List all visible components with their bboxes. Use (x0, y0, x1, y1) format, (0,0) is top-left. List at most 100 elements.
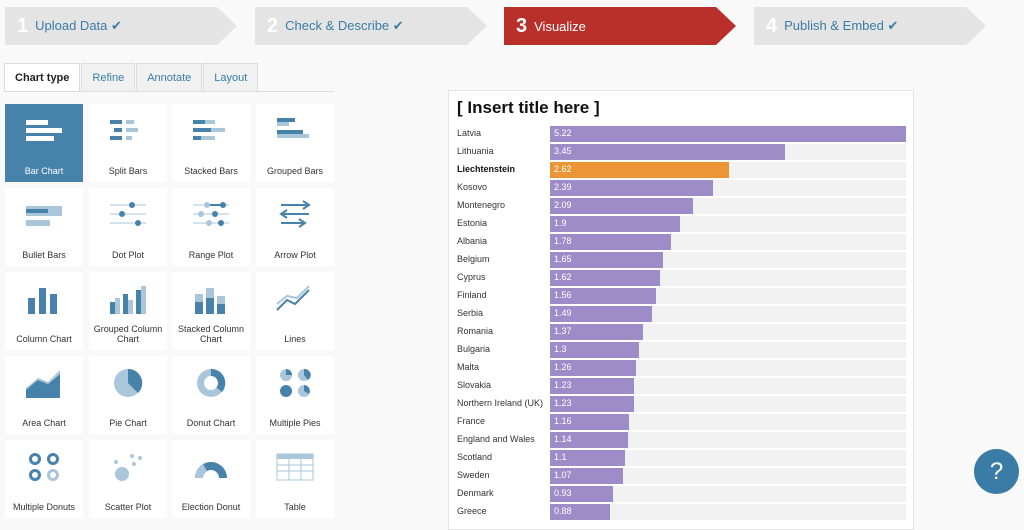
chart-type-grouped-bars[interactable]: Grouped Bars (256, 104, 334, 182)
chart-type-label: Election Donut (181, 502, 241, 512)
chart-type-bullet-bars[interactable]: Bullet Bars (5, 188, 83, 266)
chart-type-stacked-bars[interactable]: Stacked Bars (172, 104, 250, 182)
chart-type-area-chart[interactable]: Area Chart (5, 356, 83, 434)
bar-value: 1.56 (554, 290, 572, 300)
step-number: 2 (267, 14, 279, 37)
help-button[interactable]: ? (974, 449, 1019, 494)
bar-label: Belgium (457, 254, 490, 264)
chart-type-label: Multiple Donuts (12, 502, 76, 512)
chart-type-lines[interactable]: Lines (256, 272, 334, 350)
chart-type-label: Donut Chart (186, 418, 236, 428)
bar-value: 1.23 (554, 380, 572, 390)
bar-label: Kosovo (457, 182, 488, 192)
bar (550, 198, 693, 214)
bar-track (550, 486, 906, 502)
chart-type-column-chart[interactable]: Column Chart (5, 272, 83, 350)
tab-layout[interactable]: Layout (203, 63, 259, 92)
bar-track (550, 450, 906, 466)
bar-row: Kosovo 2.39 (449, 180, 915, 196)
bar-row: Cyprus 1.62 (449, 270, 915, 286)
chart-type-dot-plot[interactable]: Dot Plot (89, 188, 167, 266)
bar-row: Malta 1.26 (449, 360, 915, 376)
multiple-donuts-icon (29, 453, 59, 481)
bar-label: Denmark (457, 488, 494, 498)
chart-type-split-bars[interactable]: Split Bars (89, 104, 167, 182)
chart-type-label: Grouped Column Chart (93, 324, 163, 344)
bar-track (550, 360, 906, 376)
bar-row: Belgium 1.65 (449, 252, 915, 268)
bar (550, 252, 663, 268)
table-icon (276, 453, 314, 481)
tab-refine[interactable]: Refine (81, 63, 136, 92)
stacked-column-chart-icon (195, 288, 225, 314)
bar-row: Denmark 0.93 (449, 486, 915, 502)
bar-value: 1.49 (554, 308, 572, 318)
bar (550, 288, 657, 304)
chart-type-election-donut[interactable]: Election Donut (172, 440, 250, 518)
chart-type-pie-chart[interactable]: Pie Chart (89, 356, 167, 434)
bar-label: Lithuania (457, 146, 494, 156)
step-4[interactable]: 4 Publish & Embed ✔ (754, 7, 986, 45)
bar-row: Albania 1.78 (449, 234, 915, 250)
chart-type-label: Scatter Plot (104, 502, 152, 512)
step-3[interactable]: 3 Visualize (504, 7, 736, 45)
tab-divider (4, 91, 334, 92)
bar-row: Bulgaria 1.3 (449, 342, 915, 358)
chart-type-label: Pie Chart (109, 418, 147, 428)
chart-type-label: Lines (284, 334, 306, 344)
chart-title[interactable]: [ Insert title here ] (457, 98, 600, 117)
bar (550, 378, 634, 394)
donut-chart-icon (197, 368, 226, 397)
chart-type-label: Split Bars (108, 166, 148, 176)
bar-label: Romania (457, 326, 494, 336)
chart-type-label: Stacked Bars (184, 166, 238, 176)
bar-value: 5.22 (554, 128, 572, 138)
area-chart-icon (26, 370, 60, 398)
step-label: Visualize (534, 18, 586, 34)
step-2[interactable]: 2 Check & Describe ✔ (255, 7, 487, 45)
bar-label: Malta (457, 362, 480, 372)
bar-row: England and Wales 1.14 (449, 432, 915, 448)
bar-row: Sweden 1.07 (449, 468, 915, 484)
chart-type-multiple-pies[interactable]: Multiple Pies (256, 356, 334, 434)
pie-chart-icon (114, 368, 143, 397)
chart-type-label: Stacked Column Chart (177, 324, 245, 344)
scatter-plot-icon (114, 454, 142, 481)
chart-type-bar-chart[interactable]: Bar Chart (5, 104, 83, 182)
chart-type-range-plot[interactable]: Range Plot (172, 188, 250, 266)
bar-label: Cyprus (457, 272, 486, 282)
chart-type-multiple-donuts[interactable]: Multiple Donuts (5, 440, 83, 518)
chart-type-donut-chart[interactable]: Donut Chart (172, 356, 250, 434)
bar-row: Scotland 1.1 (449, 450, 915, 466)
step-1[interactable]: 1 Upload Data ✔ (5, 7, 237, 45)
bar-label: Scotland (457, 452, 493, 462)
bar-label: Serbia (457, 308, 484, 318)
chart-type-scatter-plot[interactable]: Scatter Plot (89, 440, 167, 518)
bar-value: 3.45 (554, 146, 572, 156)
chart-preview: [ Insert title here ] Latvia 5.22 Lithuani… (448, 90, 914, 530)
bar-track (550, 414, 906, 430)
chart-type-label: Column Chart (16, 334, 72, 344)
bar (550, 180, 713, 196)
chart-type-grouped-column-chart[interactable]: Grouped Column Chart (89, 272, 167, 350)
bar-value: 2.62 (554, 164, 572, 174)
chart-type-arrow-plot[interactable]: Arrow Plot (256, 188, 334, 266)
chart-type-table[interactable]: Table (256, 440, 334, 518)
bar (550, 468, 623, 484)
step-label: Check & Describe ✔ (285, 18, 404, 33)
chart-type-label: Bar Chart (24, 166, 64, 176)
bar-value: 1.3 (554, 344, 567, 354)
bar-value: 1.9 (554, 218, 567, 228)
bar-row: Finland 1.56 (449, 288, 915, 304)
bar-track (550, 396, 906, 412)
bar-value: 1.14 (554, 434, 572, 444)
step-number: 3 (516, 14, 528, 37)
bar (550, 342, 639, 358)
lines-icon (276, 285, 310, 311)
bar-track (550, 504, 906, 520)
tab-chart-type[interactable]: Chart type (4, 63, 81, 92)
bar-value: 1.16 (554, 416, 572, 426)
chart-type-stacked-column-chart[interactable]: Stacked Column Chart (172, 272, 250, 350)
tab-annotate[interactable]: Annotate (136, 63, 203, 92)
grouped-column-chart-icon (110, 286, 146, 314)
